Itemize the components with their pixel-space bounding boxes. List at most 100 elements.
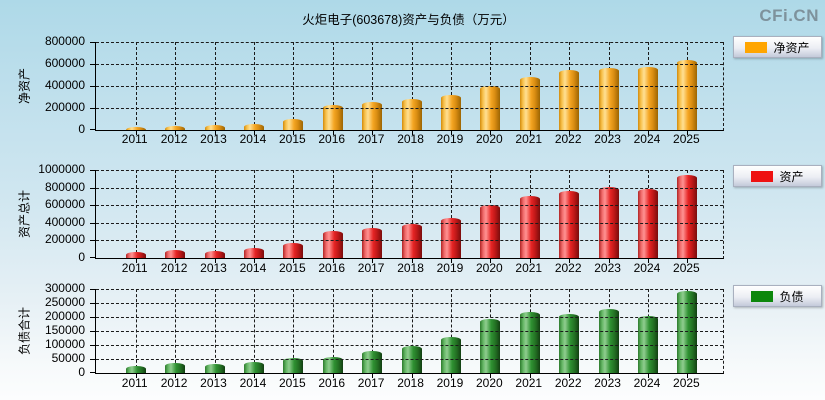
gridline: [253, 170, 255, 258]
gridline: [175, 170, 177, 258]
x-tick-label: 2023: [594, 132, 621, 146]
x-tick-mark: [647, 259, 649, 263]
x-tick-label: 2014: [239, 376, 267, 390]
x-tick-label: 2019: [436, 376, 464, 390]
gridline: [96, 345, 723, 347]
y-tick-mark: [90, 222, 95, 224]
x-tick-label: 2015: [278, 132, 306, 146]
y-tick-label: 200000: [44, 232, 85, 247]
y-tick-mark: [90, 345, 95, 347]
x-tick-mark: [411, 131, 413, 135]
bar-2023: [598, 68, 619, 130]
y-tick-label: 0: [78, 250, 85, 264]
bar-2022: [559, 191, 580, 258]
bar-slot-2024: [628, 170, 667, 263]
gridline: [411, 170, 413, 258]
bar-2024: [637, 315, 658, 373]
bar-2016: [322, 356, 343, 373]
bar-2015: [283, 357, 304, 373]
bar-2017: [362, 101, 383, 130]
x-tick-mark: [175, 131, 177, 135]
x-tick-label: 2018: [397, 261, 424, 275]
x-tick-label: 2015: [278, 261, 306, 275]
y-tick-label: 250000: [44, 295, 85, 309]
x-tick-mark: [253, 259, 255, 263]
gridline: [135, 170, 137, 258]
bar-2019: [440, 336, 461, 373]
y-tick-mark: [90, 205, 95, 207]
x-tick-mark: [411, 374, 413, 378]
legend-label: 资产: [779, 169, 804, 184]
x-tick-mark: [490, 374, 492, 378]
y-tick-label: 800000: [44, 34, 85, 48]
plot-area: [95, 42, 724, 135]
bar-2025: [677, 60, 698, 130]
bar-2015: [283, 243, 304, 258]
gridline: [372, 170, 374, 258]
x-tick-mark: [214, 131, 216, 135]
bar-slots: [96, 170, 723, 263]
gridline: [96, 359, 723, 361]
gridline: [96, 86, 723, 87]
x-tick-mark: [293, 374, 295, 378]
bar-2021: [519, 195, 540, 258]
y-tick-mark: [90, 170, 95, 171]
x-tick-mark: [529, 131, 531, 135]
bar-2011: [125, 127, 146, 130]
x-tick-mark: [450, 374, 452, 378]
y-tick-label: 50000: [51, 351, 85, 366]
x-tick-label: 2017: [357, 132, 385, 146]
y-tick-label: 300000: [44, 281, 85, 295]
y-tick-label: 0: [78, 122, 85, 136]
x-tick-label: 2024: [633, 376, 661, 390]
gridline: [332, 170, 334, 258]
x-tick-label: 2016: [318, 132, 346, 146]
bar-2025: [677, 291, 698, 373]
gridline: [96, 205, 723, 207]
gridline: [214, 170, 216, 258]
y-tick-mark: [90, 372, 95, 373]
bar-2014: [243, 123, 264, 130]
legend-label: 净资产: [773, 40, 810, 55]
bar-slot-2020: [471, 170, 510, 263]
x-tick-mark: [569, 131, 571, 135]
y-tick-label: 400000: [44, 78, 85, 92]
x-tick-mark: [332, 374, 334, 378]
gridline: [96, 108, 723, 109]
bar-slot-2015: [274, 170, 313, 263]
x-tick-label: 2022: [554, 376, 582, 390]
bar-2023: [598, 308, 619, 373]
x-tick-label: 2022: [554, 132, 582, 146]
x-tick-mark: [214, 374, 216, 378]
x-tick-mark: [687, 374, 689, 378]
gridline: [96, 187, 723, 189]
x-tick-label: 2016: [318, 261, 346, 275]
x-tick-label: 2020: [476, 261, 503, 275]
x-tick-label: 2025: [673, 132, 700, 146]
x-tick-mark: [293, 259, 295, 263]
x-tick-label: 2018: [397, 132, 424, 146]
bar-2023: [598, 186, 619, 258]
x-tick-label: 2019: [436, 132, 464, 146]
x-tick-mark: [529, 374, 531, 378]
x-tick-label: 2014: [239, 261, 267, 275]
x-tick-mark: [569, 374, 571, 378]
x-tick-mark: [135, 374, 137, 378]
gridline: [96, 317, 723, 319]
bar-slot-2012: [155, 170, 194, 263]
x-tick-mark: [372, 374, 374, 378]
bar-2017: [362, 228, 383, 258]
y-axis: 0 200000 400000 600000 800000 1000000: [0, 163, 95, 264]
bar-2021: [519, 77, 540, 130]
x-tick-label: 2024: [633, 132, 661, 146]
y-tick-mark: [90, 86, 95, 87]
x-tick-label: 2013: [200, 261, 227, 275]
bar-2020: [480, 204, 501, 258]
y-tick-label: 0: [78, 365, 85, 379]
gridline: [96, 289, 723, 290]
bar-2016: [322, 231, 343, 258]
bar-2021: [519, 311, 540, 373]
x-axis-labels: 2011 2012 2013 2014 2015 2016 2017 2018 2019 2020…: [95, 376, 722, 390]
bar-2012: [165, 362, 186, 373]
bar-2017: [362, 350, 383, 373]
